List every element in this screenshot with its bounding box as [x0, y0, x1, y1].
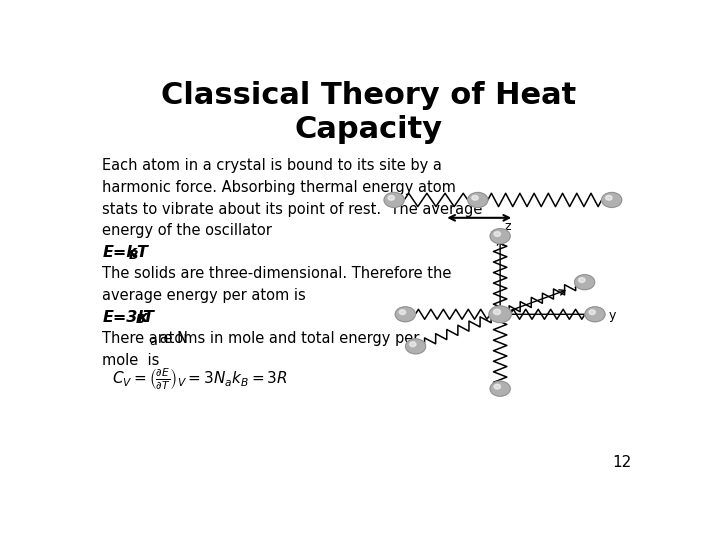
Text: Capacity: Capacity: [295, 114, 443, 144]
Text: E=3k: E=3k: [102, 310, 148, 325]
Circle shape: [494, 232, 500, 237]
Text: There are N: There are N: [102, 332, 188, 346]
Circle shape: [400, 310, 405, 315]
Text: x: x: [574, 278, 581, 291]
Text: mole  is: mole is: [102, 353, 160, 368]
Circle shape: [490, 381, 510, 396]
Text: y: y: [609, 309, 616, 322]
Circle shape: [493, 309, 500, 315]
Circle shape: [579, 278, 585, 282]
Text: B: B: [136, 313, 145, 327]
Text: a: a: [150, 335, 158, 348]
Circle shape: [589, 310, 595, 315]
Text: harmonic force. Absorbing thermal energy atom: harmonic force. Absorbing thermal energy…: [102, 180, 456, 195]
Text: T: T: [143, 310, 153, 325]
Text: E=k: E=k: [102, 245, 137, 260]
Text: 12: 12: [612, 455, 631, 470]
Text: T: T: [136, 245, 147, 260]
Text: Each atom in a crystal is bound to its site by a: Each atom in a crystal is bound to its s…: [102, 158, 442, 173]
Circle shape: [405, 339, 426, 354]
Circle shape: [384, 192, 404, 207]
Circle shape: [490, 228, 510, 244]
Text: average energy per atom is: average energy per atom is: [102, 288, 306, 303]
Text: atoms in mole and total energy per: atoms in mole and total energy per: [155, 332, 419, 346]
Circle shape: [575, 275, 595, 289]
Text: z: z: [505, 220, 511, 233]
Circle shape: [468, 192, 488, 207]
Circle shape: [472, 195, 478, 200]
Circle shape: [410, 342, 416, 347]
Circle shape: [395, 307, 415, 322]
Text: stats to vibrate about its point of rest.  The average: stats to vibrate about its point of rest…: [102, 201, 482, 217]
Text: $C_V = \left(\frac{\partial E}{\partial T}\right)_V = 3N_a k_B = 3R$: $C_V = \left(\frac{\partial E}{\partial …: [112, 366, 288, 392]
Text: The solids are three-dimensional. Therefore the: The solids are three-dimensional. Theref…: [102, 266, 451, 281]
Circle shape: [602, 192, 622, 207]
Circle shape: [388, 195, 395, 200]
Text: Classical Theory of Heat: Classical Theory of Heat: [161, 82, 577, 111]
Text: B: B: [129, 248, 138, 261]
Circle shape: [585, 307, 605, 322]
Text: energy of the oscillator: energy of the oscillator: [102, 223, 272, 238]
Circle shape: [489, 306, 511, 322]
Circle shape: [606, 195, 612, 200]
Circle shape: [494, 384, 500, 389]
